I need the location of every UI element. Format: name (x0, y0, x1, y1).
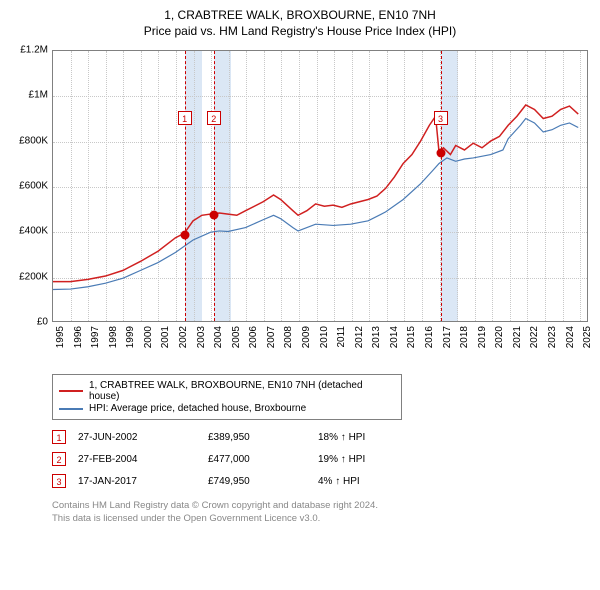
event-date: 27-JUN-2002 (78, 432, 208, 443)
x-axis-label: 2004 (213, 326, 224, 348)
event-marker (436, 149, 445, 158)
legend-swatch (59, 408, 83, 410)
x-axis-label: 2014 (389, 326, 400, 348)
legend-swatch (59, 390, 83, 392)
x-axis-label: 2000 (143, 326, 154, 348)
event-number-box: 1 (52, 430, 66, 444)
table-row: 2 27-FEB-2004£477,00019% ↑ HPI (52, 448, 592, 470)
y-axis-label: £400K (8, 226, 48, 237)
y-axis-label: £0 (8, 317, 48, 328)
chart-titles: 1, CRABTREE WALK, BROXBOURNE, EN10 7NH P… (8, 8, 592, 38)
y-axis-label: £1M (8, 90, 48, 101)
x-axis-label: 2001 (160, 326, 171, 348)
x-axis-label: 2015 (406, 326, 417, 348)
plot-area: 1 2 3 (52, 50, 588, 322)
x-axis-label: 2020 (494, 326, 505, 348)
event-date: 17-JAN-2017 (78, 476, 208, 487)
x-axis-label: 2002 (178, 326, 189, 348)
chart: 1 2 3 £0 £200K £400K £600K £800K £1M £1.2M 1995 19… (8, 44, 592, 364)
event-number-box: 1 (178, 111, 192, 125)
series-price_paid (53, 105, 578, 282)
event-price: £749,950 (208, 476, 318, 487)
event-price: £477,000 (208, 454, 318, 465)
x-axis-label: 2009 (301, 326, 312, 348)
event-line (441, 51, 442, 321)
x-axis-label: 2006 (248, 326, 259, 348)
event-number-box: 3 (434, 111, 448, 125)
x-axis-label: 2021 (512, 326, 523, 348)
footnote-line1: Contains HM Land Registry data © Crown c… (52, 500, 572, 513)
event-delta: 19% ↑ HPI (318, 454, 428, 465)
x-axis-label: 2018 (459, 326, 470, 348)
event-number-box: 2 (207, 111, 221, 125)
title-address: 1, CRABTREE WALK, BROXBOURNE, EN10 7NH (8, 8, 592, 22)
line-series-svg (53, 51, 587, 321)
event-line (185, 51, 186, 321)
x-axis-label: 1995 (55, 326, 66, 348)
x-axis-label: 2008 (283, 326, 294, 348)
event-marker (180, 230, 189, 239)
event-price: £389,950 (208, 432, 318, 443)
title-subtitle: Price paid vs. HM Land Registry's House … (8, 24, 592, 38)
x-axis-label: 2013 (371, 326, 382, 348)
x-axis-label: 2012 (354, 326, 365, 348)
legend-label: HPI: Average price, detached house, Brox… (89, 403, 306, 414)
x-axis-label: 2022 (529, 326, 540, 348)
event-number-box: 2 (52, 452, 66, 466)
x-axis-label: 2016 (424, 326, 435, 348)
x-axis-label: 2011 (336, 326, 347, 348)
x-axis-label: 2024 (565, 326, 576, 348)
event-line (214, 51, 215, 321)
event-delta: 4% ↑ HPI (318, 476, 428, 487)
y-axis-label: £800K (8, 135, 48, 146)
event-number-box: 3 (52, 474, 66, 488)
x-axis-label: 1996 (73, 326, 84, 348)
legend: 1, CRABTREE WALK, BROXBOURNE, EN10 7NH (… (52, 374, 402, 420)
x-axis-label: 1999 (125, 326, 136, 348)
event-marker (209, 210, 218, 219)
event-date: 27-FEB-2004 (78, 454, 208, 465)
x-axis-label: 2023 (547, 326, 558, 348)
table-row: 3 17-JAN-2017£749,9504% ↑ HPI (52, 470, 592, 492)
x-axis-label: 2005 (231, 326, 242, 348)
x-axis-label: 1997 (90, 326, 101, 348)
table-row: 1 27-JUN-2002£389,95018% ↑ HPI (52, 426, 592, 448)
legend-item: 1, CRABTREE WALK, BROXBOURNE, EN10 7NH (… (59, 380, 395, 402)
x-axis-label: 2017 (442, 326, 453, 348)
x-axis-label: 1998 (108, 326, 119, 348)
footnote-line2: This data is licensed under the Open Gov… (52, 513, 572, 526)
events-table: 1 27-JUN-2002£389,95018% ↑ HPI 2 27-FEB-200… (52, 426, 592, 492)
footnote: Contains HM Land Registry data © Crown c… (52, 500, 572, 526)
event-delta: 18% ↑ HPI (318, 432, 428, 443)
y-axis-label: £600K (8, 181, 48, 192)
legend-label: 1, CRABTREE WALK, BROXBOURNE, EN10 7NH (… (89, 380, 395, 402)
legend-item: HPI: Average price, detached house, Brox… (59, 403, 395, 414)
x-axis-label: 2019 (477, 326, 488, 348)
y-axis-label: £200K (8, 271, 48, 282)
x-axis-label: 2003 (196, 326, 207, 348)
x-axis-label: 2025 (582, 326, 593, 348)
x-axis-label: 2010 (319, 326, 330, 348)
y-axis-label: £1.2M (8, 45, 48, 56)
x-axis-label: 2007 (266, 326, 277, 348)
